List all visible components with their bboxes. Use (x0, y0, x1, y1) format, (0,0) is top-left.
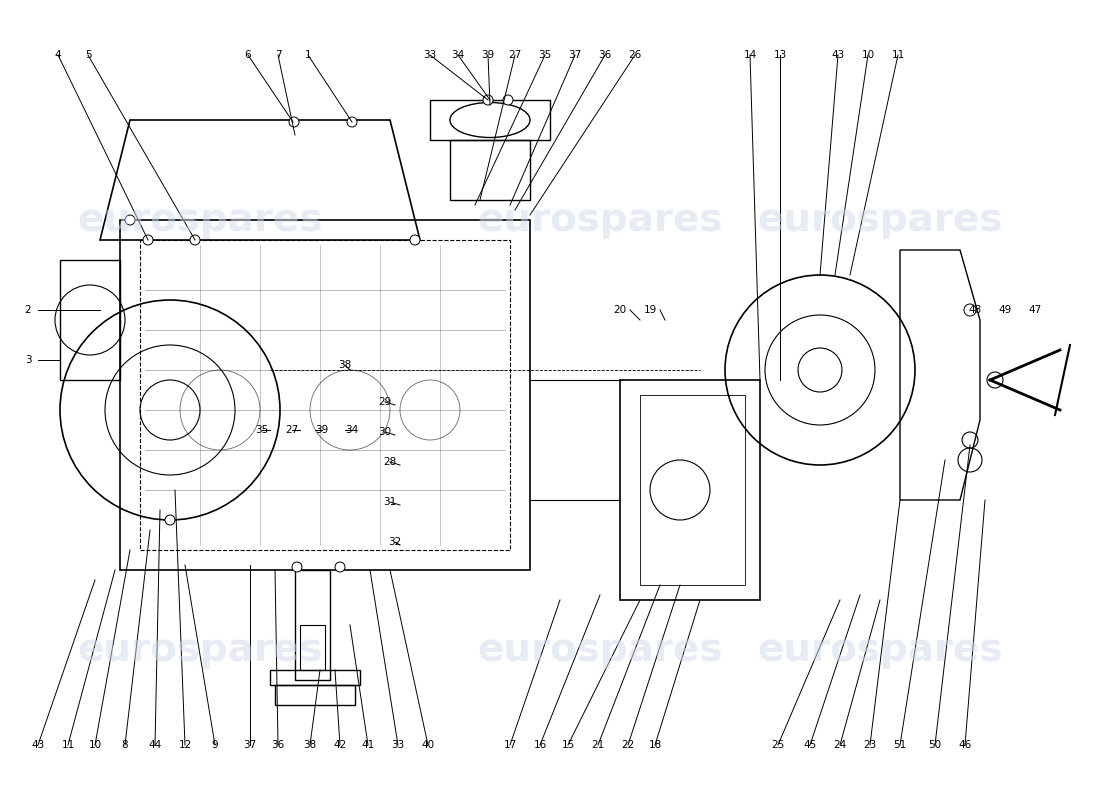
Text: 26: 26 (628, 50, 641, 60)
Circle shape (346, 117, 358, 127)
Text: 34: 34 (345, 425, 359, 435)
Text: 20: 20 (614, 305, 627, 315)
Circle shape (336, 562, 345, 572)
Text: 33: 33 (424, 50, 437, 60)
Text: eurospares: eurospares (477, 201, 723, 239)
Text: eurospares: eurospares (77, 201, 322, 239)
Text: 44: 44 (148, 740, 162, 750)
Text: 50: 50 (928, 740, 942, 750)
Text: 49: 49 (999, 305, 1012, 315)
Text: 37: 37 (243, 740, 256, 750)
Text: 43: 43 (32, 740, 45, 750)
Text: 28: 28 (384, 457, 397, 467)
Text: 19: 19 (644, 305, 657, 315)
Text: 24: 24 (834, 740, 847, 750)
Text: 27: 27 (508, 50, 521, 60)
Text: 38: 38 (304, 740, 317, 750)
Text: eurospares: eurospares (77, 631, 322, 669)
Text: 25: 25 (771, 740, 784, 750)
Text: 45: 45 (803, 740, 816, 750)
Text: 36: 36 (598, 50, 612, 60)
Text: 38: 38 (339, 360, 352, 370)
Text: 3: 3 (24, 355, 31, 365)
Text: 46: 46 (958, 740, 971, 750)
Circle shape (125, 215, 135, 225)
Text: 1: 1 (305, 50, 311, 60)
Text: 27: 27 (285, 425, 298, 435)
Text: 11: 11 (62, 740, 75, 750)
Text: 10: 10 (861, 50, 875, 60)
Circle shape (503, 95, 513, 105)
Text: 23: 23 (864, 740, 877, 750)
Text: 16: 16 (534, 740, 547, 750)
Text: 30: 30 (378, 427, 392, 437)
Text: 8: 8 (122, 740, 129, 750)
Text: 42: 42 (333, 740, 346, 750)
Circle shape (987, 372, 1003, 388)
Text: 36: 36 (272, 740, 285, 750)
Text: 22: 22 (621, 740, 635, 750)
Circle shape (143, 235, 153, 245)
Text: 33: 33 (392, 740, 405, 750)
Text: 5: 5 (85, 50, 91, 60)
Text: 14: 14 (744, 50, 757, 60)
Text: 13: 13 (773, 50, 786, 60)
Text: eurospares: eurospares (757, 631, 1003, 669)
Text: 47: 47 (1028, 305, 1042, 315)
Text: 43: 43 (832, 50, 845, 60)
Text: 18: 18 (648, 740, 661, 750)
Circle shape (410, 235, 420, 245)
Text: 10: 10 (88, 740, 101, 750)
Text: 6: 6 (244, 50, 251, 60)
Circle shape (483, 95, 493, 105)
Text: 31: 31 (384, 497, 397, 507)
Text: 21: 21 (592, 740, 605, 750)
Text: 39: 39 (482, 50, 495, 60)
Circle shape (190, 235, 200, 245)
Text: 12: 12 (178, 740, 191, 750)
Text: 40: 40 (421, 740, 434, 750)
Text: 48: 48 (968, 305, 981, 315)
Circle shape (289, 117, 299, 127)
Text: 34: 34 (451, 50, 464, 60)
Text: 15: 15 (561, 740, 574, 750)
Text: 17: 17 (504, 740, 517, 750)
Text: eurospares: eurospares (477, 631, 723, 669)
Text: 32: 32 (388, 537, 401, 547)
Text: 37: 37 (569, 50, 582, 60)
Text: 29: 29 (378, 397, 392, 407)
Text: 51: 51 (893, 740, 906, 750)
Text: 41: 41 (362, 740, 375, 750)
Text: 4: 4 (55, 50, 62, 60)
Circle shape (964, 304, 976, 316)
Text: 11: 11 (891, 50, 904, 60)
Text: 35: 35 (255, 425, 268, 435)
Text: 39: 39 (316, 425, 329, 435)
Text: eurospares: eurospares (757, 201, 1003, 239)
Text: 35: 35 (538, 50, 551, 60)
Text: 9: 9 (211, 740, 218, 750)
Text: 2: 2 (24, 305, 31, 315)
Text: 7: 7 (275, 50, 282, 60)
Circle shape (165, 515, 175, 525)
Circle shape (292, 562, 302, 572)
